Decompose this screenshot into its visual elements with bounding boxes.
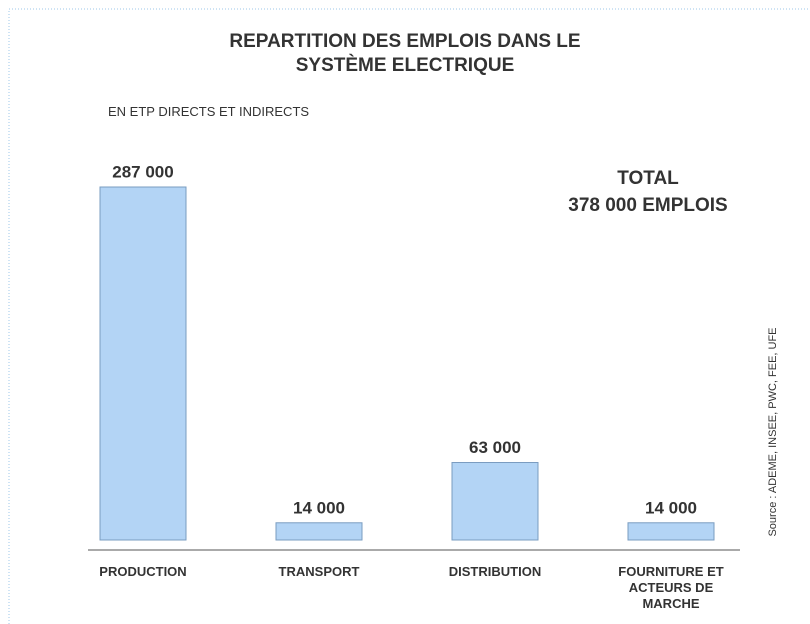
x-tick-label: TRANSPORT: [278, 564, 360, 579]
source: Source : ADEME, INSEE, PWC, FEE, UFE: [767, 327, 779, 536]
value-label: 14 000: [645, 498, 697, 517]
annotation: 378 000 EMPLOIS: [568, 195, 728, 216]
x-tick-label: PRODUCTION: [99, 564, 187, 579]
annotation: TOTAL: [617, 168, 679, 189]
bar: [99, 186, 187, 541]
x-tick-label: FOURNITURE ET ACTEURS DE MARCHE: [618, 564, 724, 611]
subtitle: EN ETP DIRECTS ET INDIRECTS: [108, 104, 310, 119]
x-tick-label: DISTRIBUTION: [448, 564, 542, 579]
value-label: 287 000: [112, 162, 173, 181]
chart-title: REPARTITION DES EMPLOIS DANS LE SYSTÈME …: [229, 31, 581, 76]
bar: [275, 522, 363, 541]
value-label: 63 000: [469, 438, 521, 457]
frame: [8, 8, 810, 624]
bar: [627, 522, 715, 541]
value-label: 14 000: [293, 498, 345, 517]
bar: [451, 462, 539, 541]
